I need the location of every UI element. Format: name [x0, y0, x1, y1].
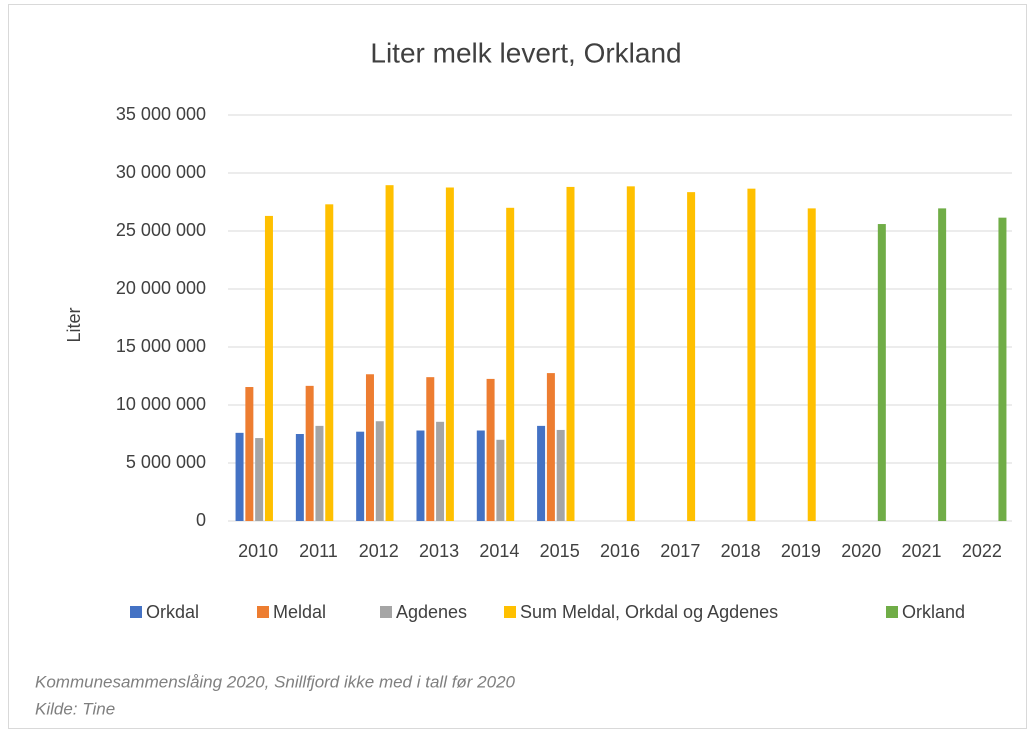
y-tick-label: 20 000 000 — [116, 278, 206, 298]
bar — [416, 430, 425, 521]
legend-swatch — [130, 606, 142, 618]
y-tick-label: 35 000 000 — [116, 104, 206, 124]
bar — [556, 429, 565, 521]
bar — [566, 186, 575, 522]
y-tick-label: 0 — [196, 510, 206, 530]
bar — [486, 378, 495, 521]
note: Kilde: Tine — [35, 699, 115, 718]
bar — [445, 187, 454, 521]
y-tick-label: 25 000 000 — [116, 220, 206, 240]
chart-border — [8, 4, 1027, 729]
bar — [476, 430, 485, 521]
x-tick-label: 2013 — [419, 541, 459, 561]
bar — [385, 185, 394, 521]
legend-label: Sum Meldal, Orkdal og Agdenes — [520, 602, 778, 622]
bar — [546, 373, 555, 521]
x-tick-label: 2012 — [359, 541, 399, 561]
bar — [245, 387, 254, 521]
legend-label: Orkland — [902, 602, 965, 622]
x-tick-label: 2014 — [479, 541, 519, 561]
bar — [365, 374, 374, 521]
bar — [877, 224, 886, 522]
bar — [537, 425, 546, 521]
x-tick-label: 2017 — [660, 541, 700, 561]
x-tick-label: 2022 — [962, 541, 1002, 561]
bar — [747, 188, 756, 521]
bar — [626, 186, 635, 521]
bar — [235, 432, 244, 521]
bar — [315, 425, 324, 521]
x-tick-label: 2016 — [600, 541, 640, 561]
x-tick-label: 2020 — [841, 541, 881, 561]
x-tick-label: 2018 — [721, 541, 761, 561]
y-tick-label: 10 000 000 — [116, 394, 206, 414]
x-tick-label: 2011 — [299, 541, 338, 561]
legend-label: Agdenes — [396, 602, 467, 622]
legend-label: Orkdal — [146, 602, 199, 622]
legend-swatch — [504, 606, 516, 618]
bar — [295, 434, 304, 521]
legend-swatch — [886, 606, 898, 618]
bar — [938, 208, 947, 521]
x-tick-label: 2010 — [238, 541, 278, 561]
x-tick-label: 2015 — [540, 541, 580, 561]
bar — [375, 421, 384, 521]
bar — [998, 217, 1007, 521]
y-tick-label: 15 000 000 — [116, 336, 206, 356]
y-tick-label: 5 000 000 — [126, 452, 206, 472]
bar — [325, 204, 334, 521]
bar — [436, 421, 445, 521]
bar — [506, 207, 515, 522]
bar — [687, 192, 696, 521]
bar — [264, 215, 273, 522]
chart-title: Liter melk levert, Orkland — [370, 37, 681, 68]
bar — [496, 439, 505, 521]
bar — [305, 385, 314, 521]
bar — [807, 208, 816, 521]
y-axis-label: Liter — [64, 307, 84, 342]
x-tick-label: 2021 — [902, 541, 942, 561]
legend-swatch — [257, 606, 269, 618]
y-tick-label: 30 000 000 — [116, 162, 206, 182]
bar — [356, 431, 365, 521]
bar — [255, 438, 264, 521]
note: Kommunesammenslåing 2020, Snillfjord ikk… — [35, 672, 516, 691]
legend-swatch — [380, 606, 392, 618]
bar — [426, 377, 435, 521]
legend-label: Meldal — [273, 602, 326, 622]
x-tick-label: 2019 — [781, 541, 821, 561]
